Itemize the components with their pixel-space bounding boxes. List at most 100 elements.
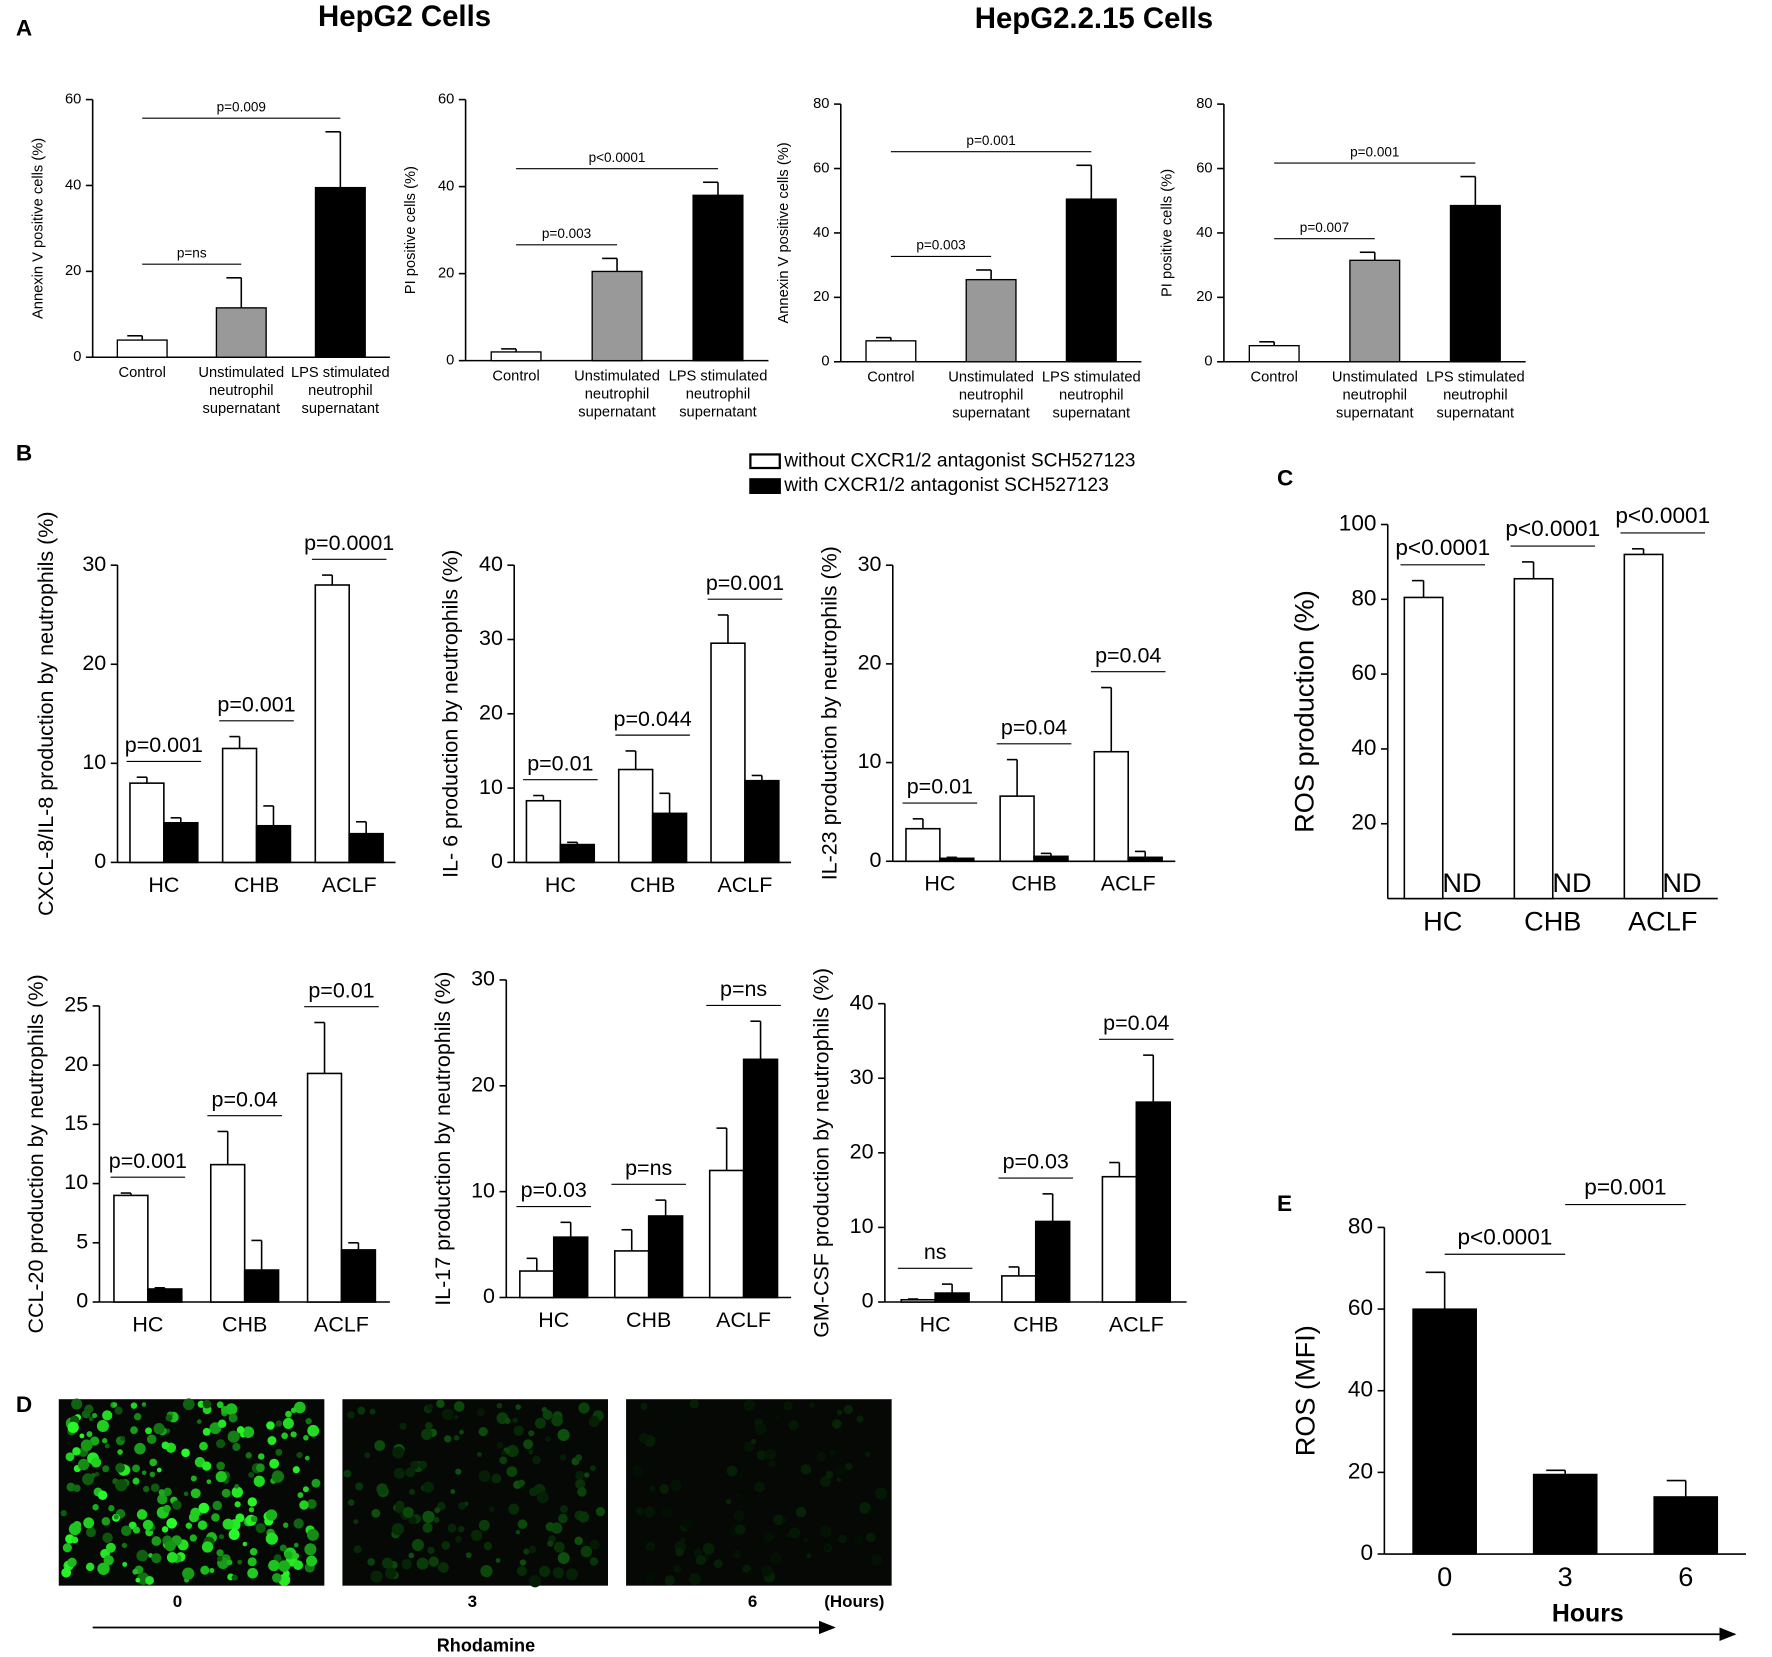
bar (348, 832, 384, 864)
bar (243, 1269, 280, 1303)
x-tick-label: Unstimulated (198, 365, 284, 381)
cell (275, 1420, 283, 1427)
cell (534, 1417, 546, 1429)
bar (163, 821, 199, 864)
cell (558, 1513, 568, 1524)
bar (525, 799, 562, 864)
cell (458, 1526, 465, 1533)
y-tick-label: 0 (821, 354, 829, 370)
cell (732, 1550, 741, 1559)
cell (806, 1553, 812, 1559)
cell (689, 1399, 699, 1409)
cell (374, 1440, 386, 1451)
p-value: p=0.001 (109, 1149, 187, 1173)
cell (800, 1464, 812, 1475)
y-tick-label: 80 (1196, 96, 1212, 112)
y-axis-label: Annexin V positive cells (%) (30, 138, 46, 319)
bar (1033, 855, 1069, 863)
x-tick-label: CHB (234, 873, 279, 897)
cell (132, 1526, 141, 1534)
x-tick-label: ACLF (322, 873, 377, 897)
cell (875, 1487, 888, 1500)
cell (66, 1482, 76, 1492)
cell (218, 1534, 225, 1540)
cell (228, 1413, 238, 1423)
cell (783, 1401, 793, 1411)
cell (102, 1532, 113, 1543)
x-tick-label: HC (920, 1312, 951, 1336)
y-tick-label: 20 (64, 1052, 88, 1076)
p-value: p=0.001 (125, 733, 203, 757)
bar (255, 824, 292, 864)
bar (999, 795, 1035, 863)
cell (257, 1453, 265, 1460)
cell (61, 1567, 72, 1578)
cell (357, 1406, 366, 1415)
cell (113, 1514, 119, 1520)
cell (434, 1507, 441, 1514)
bar (1403, 596, 1444, 900)
x-tick-label: CHB (1011, 872, 1056, 896)
value-label: ND (1442, 867, 1481, 898)
cell (83, 1517, 95, 1529)
time-label: 0 (173, 1592, 182, 1611)
cell (702, 1543, 715, 1555)
p-value: p=0.04 (1001, 715, 1067, 739)
cell (455, 1535, 462, 1543)
bar (647, 1215, 684, 1299)
cell (145, 1427, 152, 1435)
cell (163, 1487, 172, 1497)
cell (827, 1536, 836, 1545)
cell (217, 1556, 223, 1562)
y-tick-label: 10 (471, 1178, 495, 1202)
y-tick-label: 60 (813, 160, 829, 176)
cell (151, 1536, 162, 1546)
cell (141, 1402, 147, 1407)
cell (371, 1508, 381, 1518)
p-value: p=0.044 (614, 707, 692, 731)
cell (133, 1412, 142, 1421)
y-tick-label: 20 (813, 289, 829, 305)
bar (209, 1163, 246, 1303)
cell (269, 1458, 280, 1469)
cell (216, 1439, 226, 1449)
cell (638, 1433, 649, 1444)
bar (965, 278, 1017, 363)
cell (517, 1519, 528, 1529)
cell (565, 1568, 578, 1581)
y-tick-label: 60 (1348, 1295, 1373, 1320)
cell (172, 1500, 182, 1510)
y-tick-label: 80 (1351, 585, 1376, 610)
x-tick-label: LPS stimulated (1426, 369, 1525, 385)
cell (293, 1552, 300, 1559)
x-tick-label: HC (924, 872, 955, 896)
cell (725, 1498, 732, 1505)
cell (496, 1441, 504, 1449)
cell (115, 1479, 128, 1492)
cell (557, 1428, 570, 1442)
cell (831, 1419, 842, 1429)
cell (399, 1422, 407, 1430)
bar (340, 1249, 377, 1303)
cell (299, 1500, 309, 1510)
y-tick-label: 10 (64, 1170, 88, 1194)
x-tick-label: CHB (222, 1312, 267, 1336)
y-axis-label: Annexin V positive cells (%) (776, 142, 792, 323)
x-tick-label: ACLF (717, 873, 772, 897)
cell (163, 1504, 171, 1513)
y-axis-label: IL- 6 production by neutrophils (%) (439, 550, 463, 878)
cell (199, 1441, 208, 1451)
cell (146, 1434, 157, 1445)
cell (816, 1451, 827, 1462)
y-tick-label: 20 (850, 1140, 874, 1164)
x-tick-label: supernatant (1437, 406, 1515, 422)
cell (589, 1557, 599, 1566)
cell (871, 1554, 883, 1566)
cell (516, 1565, 528, 1577)
cell (202, 1427, 211, 1436)
cell (545, 1522, 555, 1532)
cell (91, 1412, 98, 1419)
cell (682, 1517, 694, 1529)
y-tick-label: 60 (1196, 160, 1212, 176)
cell (824, 1545, 830, 1551)
